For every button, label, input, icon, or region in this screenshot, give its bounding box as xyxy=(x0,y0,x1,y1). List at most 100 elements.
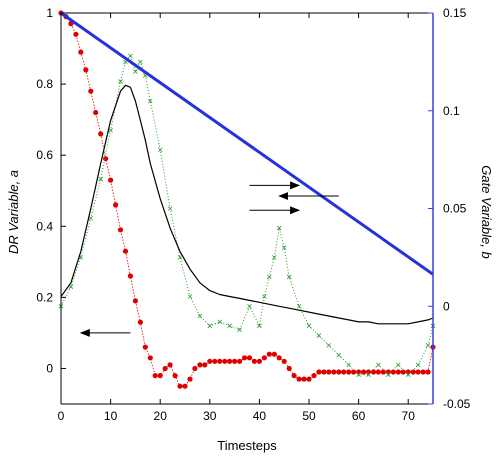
red-point-50 xyxy=(306,376,312,382)
red-point-57 xyxy=(341,369,347,375)
series-layer xyxy=(58,10,436,389)
left-tick-label-5: 1 xyxy=(46,6,53,20)
green-marker-12 xyxy=(147,98,153,104)
green-marker-40 xyxy=(395,362,401,368)
x-tick-label-2: 20 xyxy=(154,409,168,423)
red-point-69 xyxy=(400,369,406,375)
left-tick-label-2: 0.4 xyxy=(36,219,53,233)
x-tick-label-5: 50 xyxy=(302,409,316,423)
red-point-4 xyxy=(78,49,84,55)
red-point-6 xyxy=(88,88,94,94)
green-marker-6 xyxy=(118,79,123,84)
red-point-64 xyxy=(375,369,381,375)
red-point-62 xyxy=(365,369,372,375)
x-tick-label-4: 40 xyxy=(253,409,267,423)
left-tick-label-3: 0.6 xyxy=(36,148,53,162)
green-marker-4 xyxy=(98,176,103,182)
red-point-34 xyxy=(227,358,233,364)
green-marker-25 xyxy=(267,274,272,280)
green-marker-31 xyxy=(306,323,312,329)
red-point-25 xyxy=(182,383,188,389)
green-marker-23 xyxy=(257,323,262,329)
red-point-56 xyxy=(336,369,342,375)
green-marker-27 xyxy=(276,225,282,231)
red-point-14 xyxy=(127,273,133,279)
red-point-54 xyxy=(326,369,332,375)
red-point-29 xyxy=(202,362,208,368)
red-point-30 xyxy=(207,358,213,364)
green-marker-37 xyxy=(366,372,371,377)
green-marker-39 xyxy=(386,372,391,377)
red-point-48 xyxy=(296,376,302,382)
red-point-55 xyxy=(331,369,337,375)
green-marker-29 xyxy=(286,274,292,280)
red-point-46 xyxy=(286,365,292,372)
red-point-13 xyxy=(122,248,129,254)
red-point-23 xyxy=(172,373,178,379)
red-point-42 xyxy=(266,351,272,357)
green-marker-10 xyxy=(138,59,143,65)
green-marker-17 xyxy=(197,313,203,319)
red-point-52 xyxy=(316,369,322,375)
red-point-66 xyxy=(385,369,391,375)
red-point-15 xyxy=(132,298,138,304)
red-point-72 xyxy=(415,369,421,375)
red-point-65 xyxy=(380,369,386,375)
red-point-24 xyxy=(177,383,183,389)
green-marker-28 xyxy=(281,245,287,250)
red-point-3 xyxy=(73,31,79,37)
right-y-axis-title: Gate Variable, b xyxy=(479,165,494,258)
x-tick-label-6: 60 xyxy=(352,409,366,423)
red-point-20 xyxy=(157,373,163,379)
red-point-22 xyxy=(167,362,173,368)
red-point-63 xyxy=(370,369,377,375)
red-point-38 xyxy=(246,355,253,361)
green-marker-34 xyxy=(336,352,342,358)
green-marker-13 xyxy=(157,147,163,153)
red-point-11 xyxy=(113,202,119,208)
red-point-51 xyxy=(311,373,317,379)
right-tick-label-4: 0.15 xyxy=(443,6,467,20)
left-tick-label-4: 0.8 xyxy=(36,77,53,91)
red-point-70 xyxy=(405,369,411,375)
red-point-61 xyxy=(361,369,367,375)
x-tick-label-1: 10 xyxy=(104,409,118,423)
green-marker-43 xyxy=(425,343,431,348)
red-point-12 xyxy=(117,227,124,233)
right-tick-label-0: -0.05 xyxy=(443,397,471,411)
red-point-36 xyxy=(237,358,243,364)
green-marker-38 xyxy=(376,362,381,368)
green-marker-26 xyxy=(271,255,277,260)
red-point-53 xyxy=(321,369,327,375)
green-marker-5 xyxy=(108,128,113,133)
red-point-27 xyxy=(192,365,198,372)
green-marker-8 xyxy=(128,53,133,59)
green-marker-15 xyxy=(177,255,183,260)
red-point-19 xyxy=(152,373,158,379)
red-point-60 xyxy=(356,369,362,375)
red-point-10 xyxy=(108,177,114,183)
x-tick-label-3: 30 xyxy=(203,409,217,423)
x-axis-title: Timesteps xyxy=(217,438,277,453)
red-point-67 xyxy=(390,369,396,375)
red-point-49 xyxy=(301,376,307,382)
red-point-41 xyxy=(261,355,267,361)
red-point-44 xyxy=(276,355,282,361)
red-point-32 xyxy=(217,358,223,364)
green-marker-22 xyxy=(247,303,252,309)
red-point-37 xyxy=(241,355,248,361)
green-marker-19 xyxy=(217,319,223,325)
green-marker-20 xyxy=(227,323,232,329)
red-point-21 xyxy=(162,365,168,372)
series-black-curve xyxy=(60,84,434,325)
green-marker-35 xyxy=(346,362,351,368)
left-y-axis-title: DR Variable, a xyxy=(6,170,21,254)
red-point-17 xyxy=(142,344,148,350)
x-tick-label-0: 0 xyxy=(58,409,65,423)
green-marker-32 xyxy=(316,333,322,338)
x-tick-label-7: 70 xyxy=(402,409,416,423)
left-tick-label-0: 0 xyxy=(46,361,53,375)
red-point-45 xyxy=(281,358,287,364)
green-marker-16 xyxy=(187,294,193,299)
